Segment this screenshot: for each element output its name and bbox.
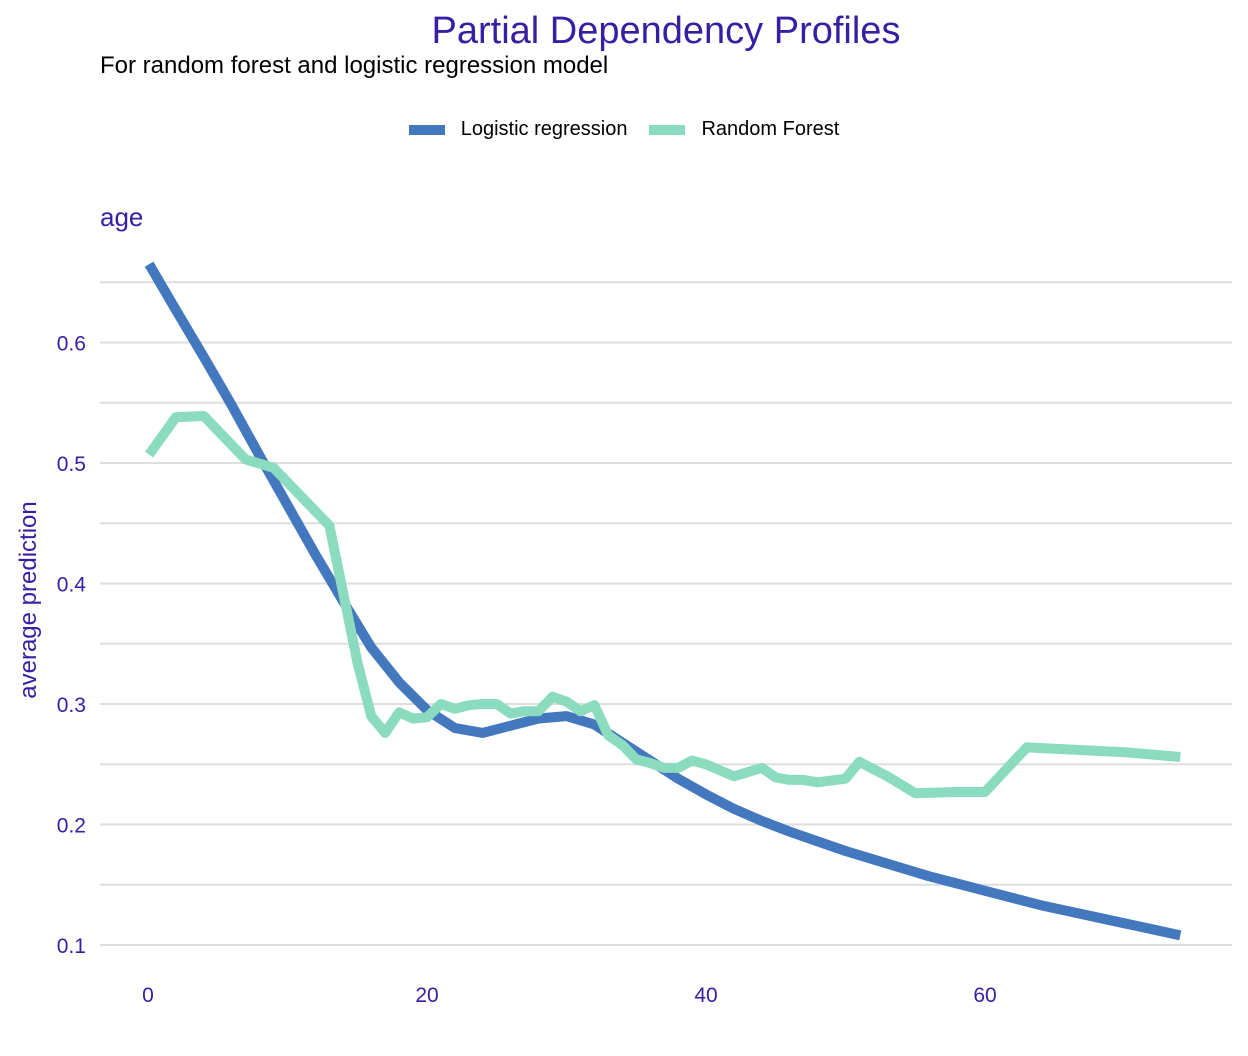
legend-item-random-forest: Random Forest [649,118,839,141]
x-tick-label: 0 [142,984,154,1007]
y-tick-label: 0.3 [57,694,86,717]
legend-label-random-forest: Random Forest [701,118,840,140]
chart-title: Partial Dependency Profiles [0,10,1248,53]
y-tick-label: 0.2 [57,815,86,838]
series-line-random-forest [145,411,1181,799]
y-tick-label: 0.5 [57,453,86,476]
x-tick-label: 40 [694,984,717,1007]
legend-key-logistic-regression [408,124,445,135]
chart-title-text: Partial Dependency Profiles [431,10,901,52]
y-tick-label: 0.6 [57,333,86,356]
tick-labels: 0.1 0.2 0.3 0.4 0.5 0.6 0 20 40 60 [57,333,997,1008]
chart-legend: Logistic regression Random Forest [0,118,1248,141]
y-axis-title: average prediction [15,501,42,698]
legend-key-random-forest [649,124,686,135]
x-tick-label: 60 [973,984,996,1007]
panel-label: age [100,202,144,232]
grid-lines [100,281,1232,946]
series-line-logistic-regression [144,261,1182,941]
series-lines [144,261,1182,941]
x-tick-label: 20 [415,984,438,1007]
legend-item-logistic-regression: Logistic regression [408,118,628,141]
chart-subtitle: For random forest and logistic regressio… [100,52,609,79]
y-tick-label: 0.4 [57,574,87,597]
legend-label-logistic-regression: Logistic regression [460,118,628,140]
y-tick-label: 0.1 [57,935,86,958]
